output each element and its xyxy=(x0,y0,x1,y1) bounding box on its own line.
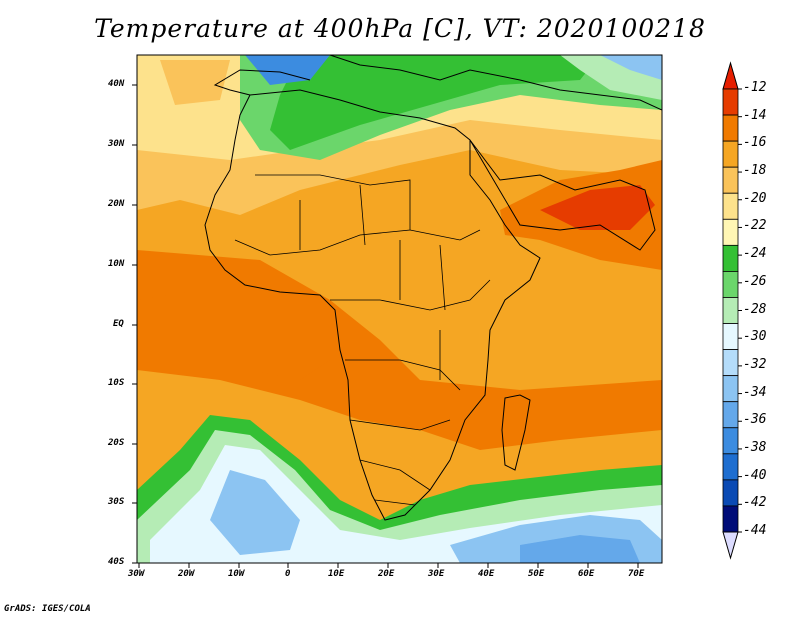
colorbar-swatch xyxy=(722,375,739,403)
colorbar xyxy=(722,61,742,560)
lon-label-50e: 50E xyxy=(528,569,545,579)
lon-label-20w: 20W xyxy=(178,569,195,579)
colorbar-label: -16 xyxy=(743,135,767,151)
country-borders xyxy=(234,174,491,506)
colorbar-label: -12 xyxy=(743,80,767,95)
lon-label-70e: 70E xyxy=(628,569,645,579)
colorbar-label: -22 xyxy=(743,218,767,234)
colorbar-swatch xyxy=(722,166,739,194)
lat-label-10n: 10N xyxy=(108,259,125,269)
lat-label-30n: 30N xyxy=(108,139,125,149)
colorbar-label: -36 xyxy=(743,412,767,428)
lat-label-eq: EQ xyxy=(113,319,124,329)
colorbar-swatch xyxy=(722,453,739,481)
colorbar-label: -38 xyxy=(743,439,767,455)
map-frame xyxy=(136,54,663,564)
colorbar-label: -40 xyxy=(743,467,767,483)
axis-ticks xyxy=(132,84,639,568)
lon-label-40e: 40E xyxy=(478,569,495,579)
lon-label-60e: 60E xyxy=(578,569,595,579)
colorbar-swatch xyxy=(722,244,739,272)
lon-label-20e: 20E xyxy=(378,569,395,579)
colorbar-bottom-arrow xyxy=(722,531,739,560)
lat-label-30s: 30S xyxy=(108,497,125,507)
colorbar-swatch xyxy=(722,401,739,429)
lon-label-10e: 10E xyxy=(328,569,345,579)
temperature-field xyxy=(137,55,662,563)
colorbar-swatch xyxy=(722,427,739,455)
colorbar-swatch xyxy=(722,140,739,168)
colorbar-swatch xyxy=(722,349,739,377)
colorbar-label: -44 xyxy=(743,523,767,538)
colorbar-swatch xyxy=(722,192,739,220)
lat-label-40s: 40S xyxy=(108,557,125,567)
map-title: Temperature at 400hPa [C], VT: 202010021… xyxy=(94,14,706,43)
colorbar-label: -34 xyxy=(743,384,767,400)
colorbar-swatch xyxy=(722,479,739,507)
colorbar-label: -18 xyxy=(743,163,767,179)
credit-text: GrADS: IGES/COLA xyxy=(4,604,91,614)
lat-label-20s: 20S xyxy=(108,438,125,448)
colorbar-swatch xyxy=(722,297,739,324)
colorbar-swatch xyxy=(722,271,739,298)
colorbar-label: -20 xyxy=(743,190,767,206)
colorbar-label: -28 xyxy=(743,301,767,317)
colorbar-swatch xyxy=(722,505,739,533)
colorbar-label: -30 xyxy=(743,329,767,345)
lon-label-0: 0 xyxy=(285,569,291,579)
lat-label-40n: 40N xyxy=(108,79,125,89)
colorbar-label: -32 xyxy=(743,356,767,372)
colorbar-swatch xyxy=(722,88,739,116)
colorbar-top-arrow xyxy=(722,61,739,90)
lat-label-10s: 10S xyxy=(108,378,125,388)
colorbar-swatch xyxy=(722,323,739,350)
colorbar-label: -24 xyxy=(743,246,767,262)
colorbar-label: -26 xyxy=(743,273,767,289)
colorbar-swatch xyxy=(722,218,739,246)
colorbar-label: -42 xyxy=(743,495,767,511)
colorbar-label: -14 xyxy=(743,107,767,123)
colorbar-swatch xyxy=(722,114,739,142)
lat-label-20n: 20N xyxy=(108,199,125,209)
lon-label-30w: 30W xyxy=(128,569,145,579)
lon-label-30e: 30E xyxy=(428,569,445,579)
lon-label-10w: 10W xyxy=(228,569,245,579)
